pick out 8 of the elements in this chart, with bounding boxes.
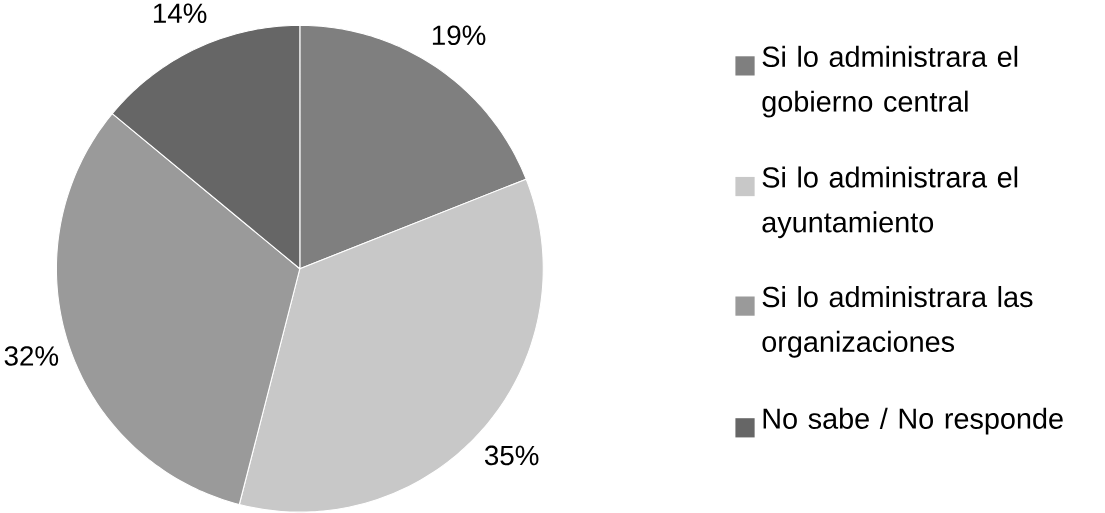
data-label: 35%	[484, 445, 539, 466]
legend-label: Si lo administrara el ayuntamiento	[762, 166, 1018, 239]
data-label: 32%	[4, 346, 59, 366]
legend-label: Si lo administrara las organizaciones	[762, 286, 1033, 358]
data-label: 19%	[432, 25, 486, 46]
legend-label: No sabe / No responde	[763, 407, 1063, 435]
data-label: 14%	[153, 3, 207, 24]
legend-label: Si lo administrara el gobierno central	[762, 45, 1018, 118]
